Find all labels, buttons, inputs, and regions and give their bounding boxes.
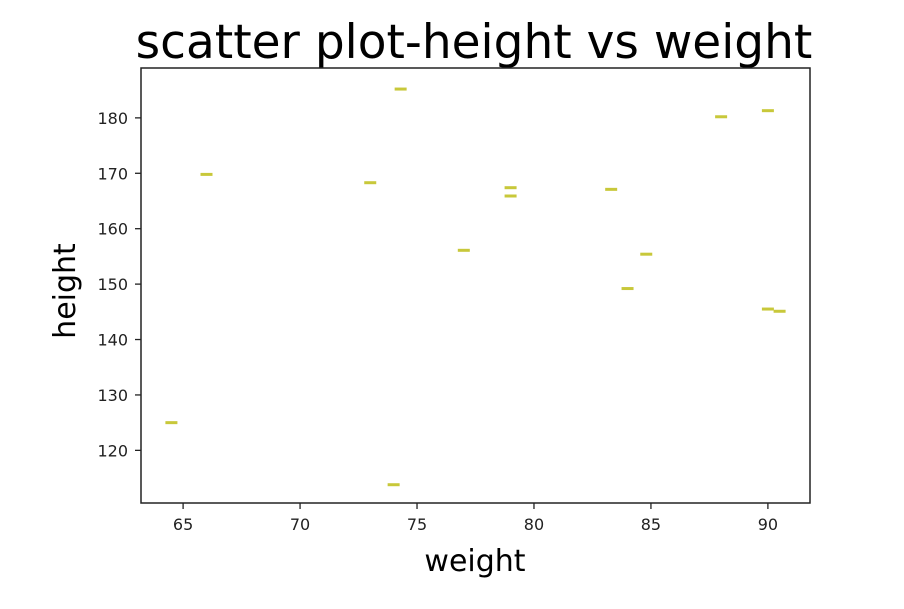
x-tick-label: 80 — [524, 515, 544, 534]
y-tick-label: 180 — [97, 109, 128, 128]
chart-title: scatter plot-height vs weight — [136, 15, 813, 70]
x-tick-label: 70 — [290, 515, 310, 534]
x-tick-label: 85 — [641, 515, 661, 534]
scatter-points — [165, 87, 786, 487]
x-tick-label: 90 — [758, 515, 778, 534]
y-tick-label: 120 — [97, 441, 128, 460]
y-tick-label: 140 — [97, 331, 128, 350]
y-tick-label: 170 — [97, 164, 128, 183]
x-tick-label: 75 — [407, 515, 427, 534]
x-axis: 65 70 75 80 85 90 — [173, 503, 778, 534]
y-tick-label: 130 — [97, 386, 128, 405]
plot-area — [140, 67, 811, 504]
y-axis: 120 130 140 150 160 170 180 — [97, 109, 141, 460]
y-tick-label: 160 — [97, 220, 128, 239]
y-axis-label: height — [48, 243, 83, 339]
y-tick-label: 150 — [97, 275, 128, 294]
x-tick-label: 65 — [173, 515, 193, 534]
x-axis-label: weight — [424, 544, 525, 579]
